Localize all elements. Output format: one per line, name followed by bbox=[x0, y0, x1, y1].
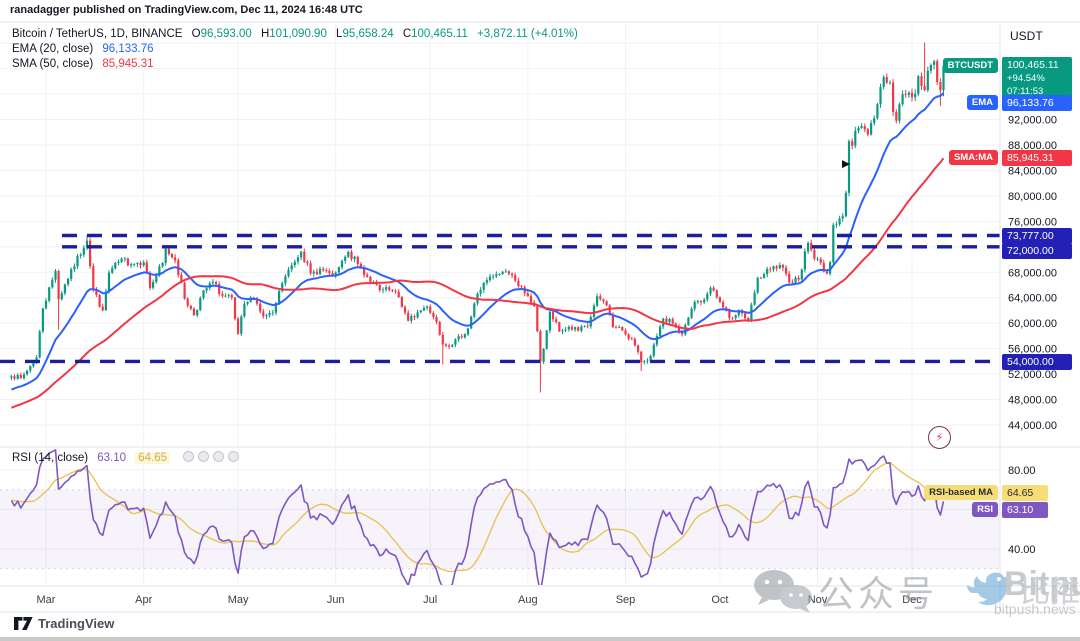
sma-line bbox=[11, 157, 945, 409]
close-value: 100,465.11 bbox=[411, 28, 468, 40]
close-label: C bbox=[402, 28, 412, 40]
symbol-legend-row[interactable]: Bitcoin / TetherUS, 1D, BINANCE O96,593.… bbox=[12, 27, 578, 41]
bar-countdown: 07:11:53 bbox=[1007, 85, 1044, 97]
tradingview-logo-text: TradingView bbox=[38, 616, 115, 631]
symbol-axis-tag: BTCUSDT bbox=[942, 57, 998, 73]
svg-text:May: May bbox=[228, 594, 249, 606]
ema-line bbox=[11, 92, 945, 391]
level-axis-value-73777: 73,777.00 bbox=[1002, 228, 1072, 244]
settings-icon[interactable] bbox=[198, 451, 210, 462]
sma-legend-row[interactable]: SMA (50, close) 85,945.31 bbox=[12, 57, 578, 71]
svg-text:88,000.00: 88,000.00 bbox=[1008, 140, 1057, 152]
rsi-ma-value: 64.65 bbox=[135, 452, 171, 465]
more-icon[interactable] bbox=[228, 451, 240, 462]
ema-label: EMA (20, close) bbox=[12, 43, 94, 55]
svg-text:64,000.00: 64,000.00 bbox=[1008, 293, 1057, 305]
svg-text:68,000.00: 68,000.00 bbox=[1008, 267, 1057, 279]
svg-text:92,000.00: 92,000.00 bbox=[1008, 115, 1057, 127]
svg-text:Mar: Mar bbox=[37, 594, 56, 606]
rsi-ma-line bbox=[11, 461, 944, 573]
svg-text:56,000.00: 56,000.00 bbox=[1008, 344, 1057, 356]
sma-axis-tag: SMA:MA bbox=[948, 150, 998, 166]
ema-axis-value: 96,133.76 bbox=[1002, 94, 1072, 111]
ema-legend-row[interactable]: EMA (20, close) 96,133.76 bbox=[12, 42, 578, 56]
eye-icon[interactable] bbox=[183, 451, 195, 462]
high-value: 101,090.90 bbox=[269, 28, 327, 40]
rsi-axis-value: 63.10 bbox=[1002, 502, 1048, 519]
ema-axis-tag: EMA bbox=[966, 94, 998, 110]
rsi-legend-row[interactable]: RSI (14, close) 63.10 64.65 bbox=[12, 451, 243, 465]
low-label: L bbox=[336, 28, 343, 40]
level-axis-value-72000: 72,000.00 bbox=[1002, 243, 1072, 260]
instant-trading-lightning-icon[interactable]: ⚡ bbox=[928, 426, 951, 449]
open-value: 96,593.00 bbox=[200, 28, 252, 40]
pane-borders bbox=[0, 21, 1080, 613]
svg-text:Oct: Oct bbox=[711, 594, 728, 606]
arrow-marker bbox=[842, 160, 850, 169]
svg-text:48,000.00: 48,000.00 bbox=[1008, 395, 1057, 407]
high-label: H bbox=[260, 28, 270, 40]
time-axis-labels[interactable]: Mar Apr May Jun Jul Aug Sep Oct Nov Dec bbox=[37, 594, 923, 606]
svg-text:44,000.00: 44,000.00 bbox=[1008, 420, 1057, 432]
chart-legend: Bitcoin / TetherUS, 1D, BINANCE O96,593.… bbox=[12, 27, 578, 72]
attribution-text: ranadagger published on TradingView.com,… bbox=[10, 4, 363, 16]
rsi-band bbox=[0, 489, 1000, 570]
svg-text:Jul: Jul bbox=[423, 594, 437, 606]
delete-icon[interactable] bbox=[213, 451, 225, 462]
change-value: +3,872.11 (+4.01%) bbox=[477, 28, 578, 40]
sma-value: 85,945.31 bbox=[102, 58, 154, 70]
price-axis-labels[interactable]: 44,000.00 48,000.00 52,000.00 56,000.00 60,0… bbox=[1008, 64, 1063, 556]
svg-text:40.00: 40.00 bbox=[1008, 544, 1036, 556]
last-price: 100,465.11 bbox=[1007, 58, 1059, 71]
rsi-legend-actions bbox=[183, 451, 243, 465]
svg-text:Nov: Nov bbox=[808, 594, 828, 606]
svg-text:80.00: 80.00 bbox=[1008, 465, 1036, 477]
open-label: O bbox=[191, 28, 201, 40]
sma-label: SMA (50, close) bbox=[12, 58, 94, 70]
rsi-axis-tag: RSI bbox=[972, 502, 998, 518]
sma-axis-value: 85,945.31 bbox=[1002, 150, 1072, 167]
rsi-label: RSI (14, close) bbox=[12, 452, 89, 465]
rsi-ma-axis-value: 64.65 bbox=[1002, 485, 1048, 502]
axis-currency-label[interactable]: USDT bbox=[1010, 29, 1043, 43]
last-price-box: 100,465.11 +94.54% 07:11:53 bbox=[1002, 56, 1072, 99]
last-change-pct: +94.54% bbox=[1007, 72, 1045, 84]
ema-value: 96,133.76 bbox=[102, 43, 154, 55]
rsi-pane[interactable] bbox=[10, 449, 945, 592]
bottom-border bbox=[0, 637, 1080, 641]
svg-text:80,000.00: 80,000.00 bbox=[1008, 191, 1057, 203]
svg-text:Sep: Sep bbox=[616, 594, 636, 606]
svg-text:Aug: Aug bbox=[518, 594, 538, 606]
svg-text:Dec: Dec bbox=[902, 594, 922, 606]
svg-text:76,000.00: 76,000.00 bbox=[1008, 216, 1057, 228]
svg-text:60,000.00: 60,000.00 bbox=[1008, 318, 1057, 330]
rsi-value: 63.10 bbox=[97, 452, 127, 465]
svg-text:52,000.00: 52,000.00 bbox=[1008, 369, 1057, 381]
rsi-line bbox=[10, 449, 945, 585]
rsi-ma-axis-tag: RSI-based MA bbox=[924, 485, 998, 501]
svg-text:Apr: Apr bbox=[135, 594, 152, 606]
tradingview-logo-icon bbox=[14, 617, 33, 630]
svg-text:84,000.00: 84,000.00 bbox=[1008, 166, 1057, 178]
symbol-title: Bitcoin / TetherUS, 1D, BINANCE bbox=[12, 28, 183, 40]
level-axis-value-54000: 54,000.00 bbox=[1002, 353, 1072, 370]
svg-text:Jun: Jun bbox=[327, 594, 345, 606]
low-value: 95,658.24 bbox=[342, 28, 394, 40]
tradingview-logo[interactable]: TradingView bbox=[14, 616, 114, 631]
price-pane[interactable] bbox=[0, 42, 1000, 409]
